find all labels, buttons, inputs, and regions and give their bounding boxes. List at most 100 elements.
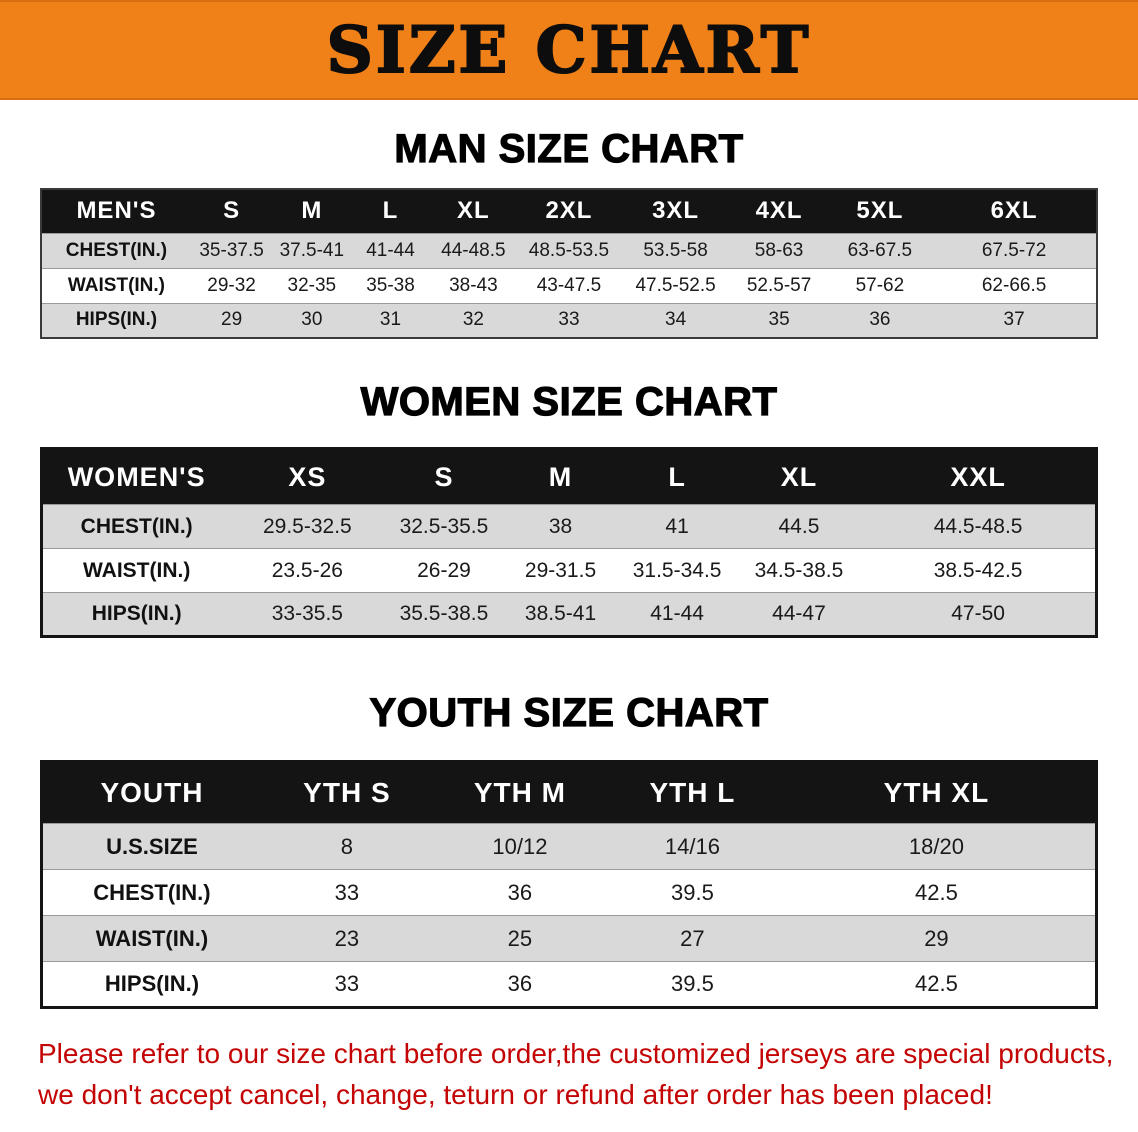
youth-section-heading: YOUTH SIZE CHART (369, 690, 769, 735)
row-label-cell: HIPS(IN.) (75, 309, 158, 331)
size-value-cell: 29-31.5 (524, 558, 597, 582)
size-value-cell: 39.5 (670, 971, 714, 996)
size-header-cell: M (503, 448, 618, 505)
size-value-cell: 36 (507, 971, 533, 996)
size-value-cell: 36 (507, 879, 533, 905)
size-value-cell: 8 (340, 833, 354, 859)
size-value-cell: 35.5-38.5 (399, 602, 489, 625)
row-label-cell: WAIST(IN.) (83, 558, 191, 582)
size-value-cell: 23.5-26 (271, 558, 343, 582)
row-label-cell: CHEST(IN.) (93, 879, 211, 905)
size-header-cell: 5XL (827, 189, 933, 233)
size-value-cell: 34 (665, 309, 687, 331)
measurement-row: WAIST(IN.) 23 25 27 29 (41, 915, 1097, 962)
size-value-cell: 25 (507, 925, 533, 951)
size-header-cell: S (384, 448, 504, 505)
size-value-cell: 44-48.5 (441, 239, 506, 261)
size-value-cell: 32-35 (287, 274, 337, 296)
size-chart-banner: SIZE CHART (0, 0, 1138, 100)
size-header-cell: XS (230, 448, 385, 505)
size-value-cell: 30 (301, 309, 323, 331)
page-title: SIZE CHART (326, 12, 812, 89)
size-header-cell: XXL (861, 448, 1097, 505)
size-header-cell: YTH XL (777, 761, 1097, 824)
size-value-cell: 31 (379, 309, 402, 331)
size-header-cell: 6XL (932, 189, 1097, 233)
size-value-cell: 33 (558, 309, 580, 331)
row-label-cell: CHEST(IN.) (80, 514, 193, 538)
size-value-cell: 67.5-72 (981, 239, 1047, 261)
section-youth: YOUTH SIZE CHART YOUTH YTH S YTH M YTH L YTH… (0, 690, 1138, 1009)
size-value-cell: 10/12 (492, 833, 548, 859)
size-value-cell: 62-66.5 (981, 274, 1047, 296)
size-value-cell: 27 (680, 925, 705, 951)
youth-size-table: YOUTH YTH S YTH M YTH L YTH XL U.S.SIZE 8 10/12… (40, 760, 1098, 1009)
size-value-cell: 29-32 (207, 274, 256, 296)
size-value-cell: 38.5-41 (524, 602, 597, 625)
size-value-cell: 33 (334, 879, 360, 905)
size-value-cell: 33-35.5 (271, 602, 343, 625)
size-value-cell: 29 (924, 925, 949, 951)
size-value-cell: 26-29 (417, 558, 471, 582)
size-value-cell: 44.5 (778, 514, 820, 538)
size-value-cell: 47-50 (951, 602, 1005, 625)
size-value-cell: 29 (221, 309, 243, 331)
size-value-cell: 35-37.5 (199, 239, 264, 261)
table-title-cell: MEN'S (41, 189, 191, 233)
size-value-cell: 58-63 (754, 239, 804, 261)
men-size-table: MEN'S S M L XL 2XL 3XL 4XL 5XL 6XL CHEST(IN.) 35-37… (40, 188, 1098, 339)
size-value-cell: 34.5-38.5 (754, 558, 844, 582)
size-value-cell: 35-38 (366, 274, 415, 296)
size-value-cell: 41 (665, 514, 689, 538)
size-header-cell: M (272, 189, 352, 233)
size-value-cell: 63-67.5 (847, 239, 913, 261)
size-value-cell: 14/16 (664, 833, 720, 859)
size-value-cell: 38-43 (449, 274, 498, 296)
size-value-cell: 37.5-41 (279, 239, 345, 261)
size-value-cell: 53.5-58 (643, 239, 708, 261)
row-label-cell: CHEST(IN.) (65, 239, 168, 261)
size-value-cell: 37 (1003, 309, 1025, 331)
size-value-cell: 57-62 (855, 274, 905, 296)
size-value-cell: 38 (548, 514, 573, 538)
section-women: WOMEN SIZE CHART WOMEN'S XS S M L XL XXL CHEST(… (0, 379, 1138, 638)
size-header-cell: 4XL (730, 189, 828, 233)
measurement-row: HIPS(IN.) 33 36 39.5 42.5 (41, 961, 1097, 1008)
size-header-cell: XL (429, 189, 518, 233)
size-value-cell: 33 (334, 971, 360, 996)
table-header-row: MEN'S S M L XL 2XL 3XL 4XL 5XL 6XL (41, 189, 1097, 233)
measurement-row: HIPS(IN.) 33-35.5 35.5-38.5 38.5-41 41-44 44-… (41, 592, 1097, 637)
size-header-cell: L (617, 448, 737, 505)
size-value-cell: 23 (334, 925, 360, 951)
size-header-cell: XL (736, 448, 862, 505)
size-value-cell: 39.5 (670, 879, 714, 905)
measurement-row: WAIST(IN.) 29-32 32-35 35-38 38-43 43-47.5 47.… (41, 268, 1097, 303)
measurement-row: HIPS(IN.) 29 30 31 32 33 34 35 36 37 (41, 303, 1097, 338)
size-value-cell: 32 (462, 309, 484, 331)
size-value-cell: 44.5-48.5 (933, 514, 1023, 538)
size-value-cell: 38.5-42.5 (933, 558, 1023, 582)
size-value-cell: 42.5 (915, 879, 958, 905)
size-header-cell: 2XL (517, 189, 621, 233)
size-header-cell: YTH L (606, 761, 778, 824)
size-value-cell: 29.5-32.5 (262, 514, 352, 538)
size-value-cell: 48.5-53.5 (528, 239, 610, 261)
size-header-cell: 3XL (620, 189, 731, 233)
women-section-heading: WOMEN SIZE CHART (360, 379, 778, 424)
measurement-row: CHEST(IN.) 29.5-32.5 32.5-35.5 38 41 44.5 44.5… (41, 504, 1097, 549)
size-value-cell: 36 (869, 309, 891, 331)
size-value-cell: 18/20 (908, 833, 964, 859)
table-title-cell: WOMEN'S (41, 448, 231, 505)
measurement-row: WAIST(IN.) 23.5-26 26-29 29-31.5 31.5-34.5 34… (41, 548, 1097, 593)
disclaimer: Please refer to our size chart before or… (0, 1033, 1138, 1115)
measurement-row: U.S.SIZE 8 10/12 14/16 18/20 (41, 823, 1097, 870)
size-value-cell: 52.5-57 (746, 274, 812, 296)
size-value-cell: 43-47.5 (536, 274, 602, 296)
section-men: MAN SIZE CHART MEN'S S M L XL 2XL 3XL 4XL 5XL 6XL… (0, 126, 1138, 339)
size-value-cell: 35 (768, 309, 790, 331)
women-size-table: WOMEN'S XS S M L XL XXL CHEST(IN.) 29.5-32.5 32.5… (40, 447, 1098, 638)
size-value-cell: 44-47 (772, 602, 826, 625)
size-header-cell: YTH S (260, 761, 433, 824)
size-header-cell: L (351, 189, 430, 233)
